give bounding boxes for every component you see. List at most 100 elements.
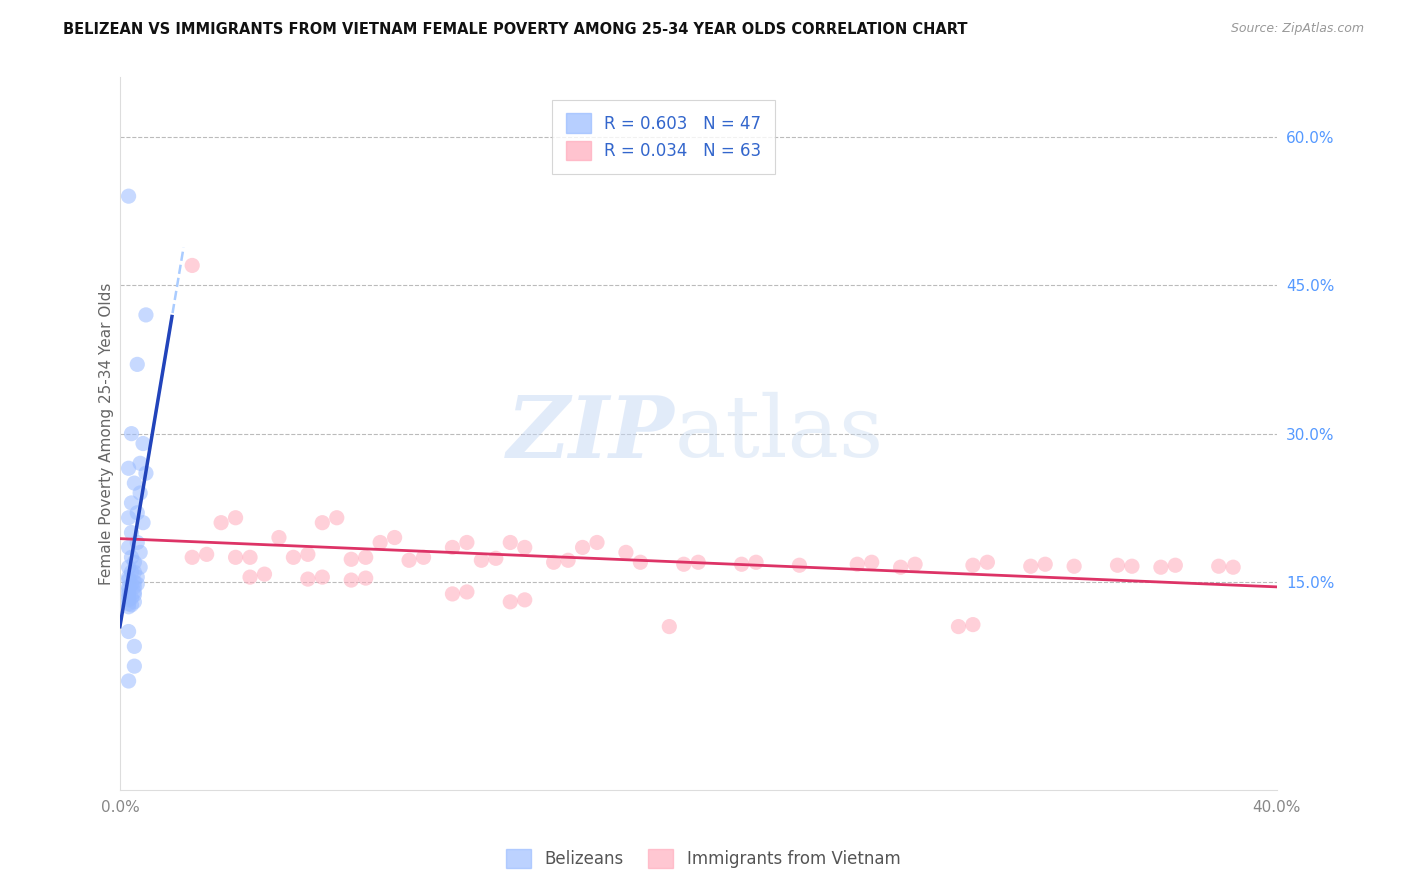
Point: [354, 571, 377, 585]
Point: [117, 510, 139, 524]
Point: [297, 572, 319, 586]
Point: [543, 555, 565, 569]
Point: [499, 535, 522, 549]
Point: [860, 555, 883, 569]
Point: [456, 585, 478, 599]
Point: [384, 531, 406, 545]
Point: [121, 426, 143, 441]
Point: [557, 553, 579, 567]
Point: [283, 550, 305, 565]
Point: [658, 619, 681, 633]
Point: [745, 555, 768, 569]
Point: [672, 558, 695, 572]
Point: [121, 598, 143, 612]
Point: [181, 550, 204, 565]
Point: [571, 541, 593, 555]
Point: [124, 575, 146, 590]
Point: [225, 510, 247, 524]
Y-axis label: Female Poverty Among 25-34 Year Olds: Female Poverty Among 25-34 Year Olds: [100, 283, 114, 585]
Point: [1208, 559, 1230, 574]
Point: [326, 510, 349, 524]
Point: [124, 640, 146, 654]
Point: [253, 567, 276, 582]
Point: [730, 558, 752, 572]
Point: [117, 624, 139, 639]
Point: [121, 525, 143, 540]
Point: [962, 558, 984, 573]
Point: [124, 588, 146, 602]
Point: [368, 535, 391, 549]
Point: [688, 555, 710, 569]
Point: [195, 547, 218, 561]
Point: [124, 659, 146, 673]
Point: [297, 547, 319, 561]
Point: [135, 467, 157, 481]
Point: [117, 580, 139, 594]
Point: [239, 570, 262, 584]
Point: [117, 570, 139, 584]
Point: [124, 565, 146, 579]
Point: [117, 189, 139, 203]
Point: [127, 506, 149, 520]
Point: [127, 570, 149, 584]
Point: [1019, 559, 1042, 574]
Point: [129, 486, 152, 500]
Point: [1107, 558, 1129, 573]
Text: Source: ZipAtlas.com: Source: ZipAtlas.com: [1230, 22, 1364, 36]
Point: [121, 577, 143, 591]
Legend: R = 0.603   N = 47, R = 0.034   N = 63: R = 0.603 N = 47, R = 0.034 N = 63: [553, 100, 775, 174]
Point: [117, 560, 139, 574]
Point: [267, 531, 290, 545]
Point: [412, 550, 434, 565]
Point: [127, 577, 149, 591]
Point: [948, 619, 970, 633]
Point: [121, 550, 143, 565]
Point: [441, 541, 464, 555]
Point: [456, 535, 478, 549]
Point: [124, 555, 146, 569]
Point: [129, 545, 152, 559]
Point: [124, 476, 146, 491]
Point: [846, 558, 869, 572]
Point: [127, 357, 149, 371]
Point: [1164, 558, 1187, 573]
Point: [117, 590, 139, 604]
Point: [239, 550, 262, 565]
Point: [1150, 560, 1173, 574]
Point: [117, 461, 139, 475]
Legend: Belizeans, Immigrants from Vietnam: Belizeans, Immigrants from Vietnam: [499, 843, 907, 875]
Text: BELIZEAN VS IMMIGRANTS FROM VIETNAM FEMALE POVERTY AMONG 25-34 YEAR OLDS CORRELA: BELIZEAN VS IMMIGRANTS FROM VIETNAM FEMA…: [63, 22, 967, 37]
Point: [117, 573, 139, 587]
Point: [1121, 559, 1143, 574]
Point: [117, 541, 139, 555]
Text: atlas: atlas: [675, 392, 884, 475]
Point: [225, 550, 247, 565]
Point: [513, 541, 536, 555]
Point: [209, 516, 232, 530]
Point: [311, 570, 333, 584]
Point: [441, 587, 464, 601]
Point: [132, 436, 155, 450]
Point: [117, 592, 139, 607]
Point: [124, 580, 146, 594]
Point: [1222, 560, 1244, 574]
Point: [117, 599, 139, 614]
Point: [499, 595, 522, 609]
Point: [124, 585, 146, 599]
Point: [117, 597, 139, 611]
Point: [470, 553, 492, 567]
Point: [117, 582, 139, 597]
Point: [614, 545, 637, 559]
Point: [340, 573, 363, 587]
Point: [121, 565, 143, 579]
Point: [117, 587, 139, 601]
Point: [628, 555, 651, 569]
Text: ZIP: ZIP: [508, 392, 675, 475]
Point: [789, 558, 811, 573]
Point: [121, 496, 143, 510]
Point: [121, 591, 143, 605]
Point: [485, 551, 508, 566]
Point: [1063, 559, 1085, 574]
Point: [117, 673, 139, 688]
Point: [311, 516, 333, 530]
